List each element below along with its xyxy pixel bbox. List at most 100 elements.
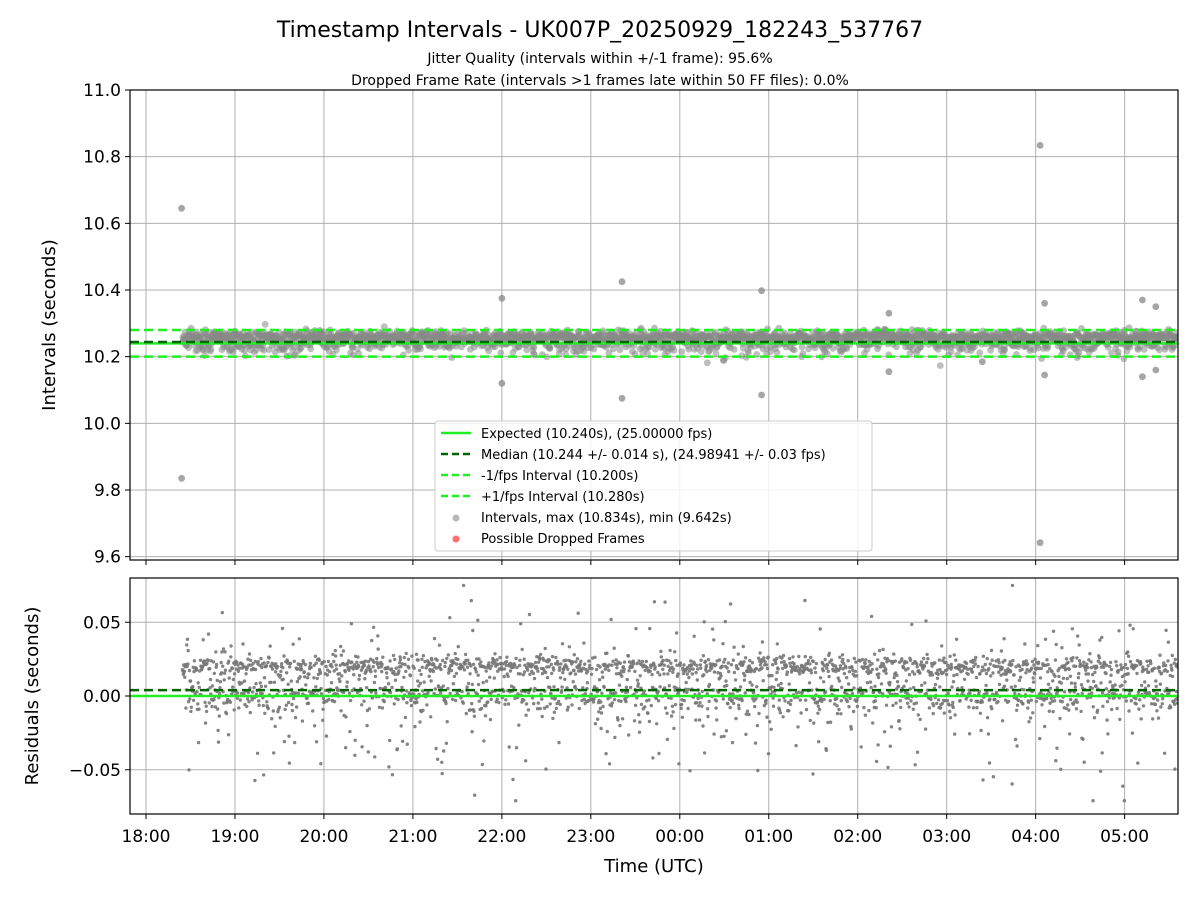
residual-point	[488, 666, 492, 671]
residual-point	[569, 671, 573, 675]
residual-point	[401, 697, 406, 701]
residual-point	[196, 740, 201, 745]
residual-point	[507, 745, 511, 749]
residual-point	[988, 697, 992, 701]
residual-point	[253, 667, 258, 672]
residual-point	[184, 706, 188, 710]
residual-point	[560, 689, 564, 693]
residual-point	[779, 681, 783, 686]
interval-point	[1174, 333, 1178, 341]
residual-point	[614, 672, 619, 676]
residual-point	[1018, 664, 1022, 669]
residual-point	[905, 660, 909, 664]
residual-point	[1024, 659, 1029, 663]
residual-point	[211, 660, 216, 664]
residual-point	[953, 732, 957, 736]
residual-point	[681, 671, 686, 676]
residual-point	[444, 741, 449, 745]
residual-point	[461, 665, 465, 669]
residual-point	[931, 711, 935, 716]
residual-point	[281, 665, 285, 670]
residual-point	[695, 663, 699, 668]
residual-point	[386, 666, 390, 671]
residual-point	[1135, 671, 1139, 676]
residual-point	[987, 667, 991, 671]
residual-point	[216, 728, 220, 733]
residual-point	[1172, 661, 1176, 665]
residual-point	[306, 701, 311, 705]
residual-point	[714, 699, 719, 703]
residual-point	[733, 678, 738, 682]
residual-point	[788, 661, 792, 665]
residual-point	[249, 658, 253, 663]
residual-point	[588, 663, 592, 668]
residual-point	[1069, 697, 1073, 702]
residual-point	[742, 678, 747, 682]
residual-point	[993, 697, 997, 702]
residual-point	[1012, 673, 1016, 677]
residual-point	[185, 637, 190, 641]
residual-point	[552, 710, 557, 714]
residual-point	[937, 658, 942, 662]
residual-point	[602, 685, 606, 689]
residual-point	[1090, 691, 1094, 695]
residual-point	[745, 709, 750, 713]
residual-point	[687, 675, 691, 680]
residual-point	[812, 721, 816, 725]
residual-point	[881, 647, 885, 652]
residual-point	[355, 660, 359, 664]
interval-point	[1140, 346, 1148, 353]
residual-point	[1017, 698, 1021, 703]
residual-point	[803, 598, 807, 603]
residual-point	[572, 668, 576, 673]
residual-point	[206, 658, 210, 662]
residual-point	[495, 658, 499, 662]
residual-point	[1051, 679, 1055, 683]
residual-point	[938, 668, 942, 672]
residual-point	[240, 681, 244, 685]
residual-point	[985, 656, 989, 661]
residual-point	[267, 656, 271, 660]
residual-point	[522, 670, 527, 674]
residual-point	[1079, 683, 1084, 687]
residual-point	[295, 679, 300, 684]
residual-point	[757, 711, 761, 716]
residual-point	[1160, 702, 1165, 706]
residual-point	[895, 680, 900, 684]
residual-point	[846, 659, 850, 663]
residual-point	[925, 652, 929, 657]
residual-point	[377, 705, 382, 709]
residual-point	[791, 655, 795, 659]
residual-point	[472, 709, 476, 713]
interval-point	[297, 344, 305, 352]
residual-point	[250, 698, 254, 702]
residual-point	[597, 710, 601, 714]
residual-point	[466, 681, 471, 686]
residual-point	[460, 689, 464, 694]
interval-point	[366, 345, 373, 353]
residual-point	[924, 619, 928, 623]
residual-point	[1005, 678, 1009, 682]
residual-point	[1111, 686, 1115, 690]
residual-point	[1141, 704, 1146, 708]
residual-point	[835, 711, 840, 716]
residual-point	[1099, 681, 1103, 685]
residual-point	[451, 682, 455, 686]
residual-point	[1013, 691, 1017, 696]
residual-point	[809, 671, 814, 675]
residual-point	[894, 701, 898, 705]
residual-point	[661, 667, 665, 671]
residual-point	[1029, 698, 1034, 702]
residual-point	[952, 673, 956, 678]
residual-point	[270, 717, 274, 721]
residual-point	[1173, 767, 1177, 771]
residual-point	[944, 672, 949, 677]
residual-point	[686, 687, 691, 692]
residual-point	[667, 659, 671, 663]
residual-point	[980, 700, 984, 704]
residual-point	[496, 662, 500, 666]
residual-point	[317, 658, 321, 662]
residual-point	[736, 667, 740, 671]
residual-point	[372, 680, 377, 685]
residual-point	[685, 672, 689, 676]
